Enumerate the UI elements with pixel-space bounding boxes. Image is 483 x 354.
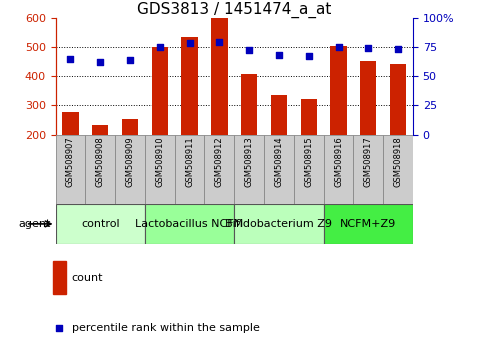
Text: GSM508910: GSM508910	[156, 137, 164, 187]
Bar	[383, 135, 413, 204]
Point	[215, 39, 223, 45]
Bar	[330, 46, 347, 135]
Bar	[115, 135, 145, 204]
Bar	[175, 135, 204, 204]
Bar	[324, 204, 413, 244]
Text: GSM508908: GSM508908	[96, 137, 105, 187]
Text: GSM508914: GSM508914	[274, 137, 284, 187]
Point	[67, 56, 74, 62]
Text: count: count	[71, 273, 103, 282]
Bar	[390, 64, 406, 135]
Bar	[56, 204, 145, 244]
Bar	[234, 204, 324, 244]
Text: NCFM+Z9: NCFM+Z9	[340, 219, 397, 229]
Bar	[354, 135, 383, 204]
Point	[305, 53, 313, 59]
Bar	[234, 135, 264, 204]
Title: GDS3813 / 1451474_a_at: GDS3813 / 1451474_a_at	[137, 1, 331, 18]
Text: GSM508918: GSM508918	[394, 137, 402, 187]
Text: GSM508911: GSM508911	[185, 137, 194, 187]
Point	[185, 41, 193, 46]
Bar	[300, 99, 317, 135]
Text: GSM508909: GSM508909	[126, 137, 134, 187]
Point	[56, 325, 63, 331]
Bar	[324, 135, 354, 204]
Bar	[360, 61, 376, 135]
Bar	[53, 261, 66, 294]
Bar	[271, 95, 287, 135]
Point	[245, 47, 253, 53]
Text: agent: agent	[18, 219, 51, 229]
Bar	[204, 135, 234, 204]
Bar	[241, 74, 257, 135]
Bar	[122, 119, 138, 135]
Point	[275, 52, 283, 58]
Bar	[211, 18, 227, 135]
Bar	[294, 135, 324, 204]
Point	[97, 59, 104, 65]
Text: Bifidobacterium Z9: Bifidobacterium Z9	[226, 219, 332, 229]
Text: GSM508917: GSM508917	[364, 137, 373, 187]
Bar	[85, 135, 115, 204]
Text: GSM508912: GSM508912	[215, 137, 224, 187]
Text: GSM508916: GSM508916	[334, 137, 343, 187]
Bar	[145, 204, 234, 244]
Bar	[62, 112, 79, 135]
Point	[364, 45, 372, 51]
Bar	[92, 125, 108, 135]
Bar	[264, 135, 294, 204]
Point	[394, 46, 402, 52]
Text: Lactobacillus NCFM: Lactobacillus NCFM	[135, 219, 244, 229]
Text: percentile rank within the sample: percentile rank within the sample	[71, 323, 259, 333]
Point	[126, 57, 134, 63]
Point	[156, 44, 164, 50]
Text: GSM508913: GSM508913	[245, 137, 254, 187]
Point	[335, 44, 342, 50]
Bar	[56, 135, 85, 204]
Bar	[145, 135, 175, 204]
Bar	[152, 47, 168, 135]
Text: control: control	[81, 219, 119, 229]
Text: GSM508915: GSM508915	[304, 137, 313, 187]
Bar	[182, 37, 198, 135]
Text: GSM508907: GSM508907	[66, 137, 75, 187]
